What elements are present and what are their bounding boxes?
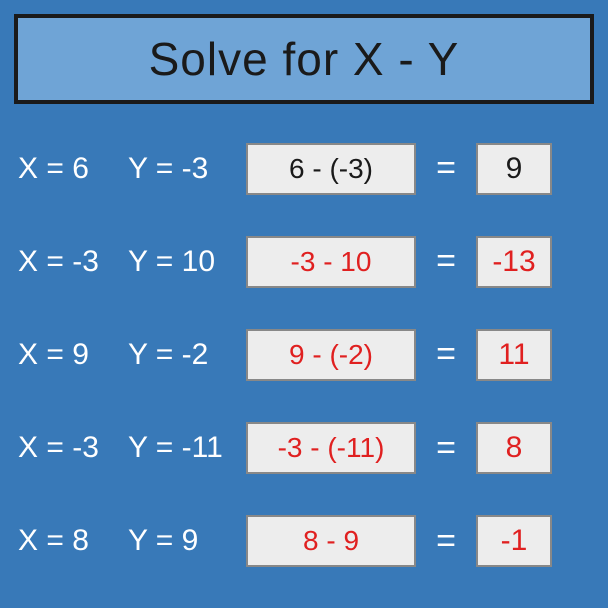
problem-row: X = 8 Y = 9 8 - 9 = -1 [18,509,590,573]
problem-row: X = -3 Y = -11 -3 - (-11) = 8 [18,416,590,480]
result-box: -13 [476,236,552,288]
expression-box: 8 - 9 [246,515,416,567]
problem-row: X = 9 Y = -2 9 - (-2) = 11 [18,323,590,387]
equals-sign: = [416,522,476,561]
y-value: Y = 10 [128,245,246,279]
problem-row: X = -3 Y = 10 -3 - 10 = -13 [18,230,590,294]
problem-row: X = 6 Y = -3 6 - (-3) = 9 [18,137,590,201]
page-title: Solve for X - Y [18,32,590,86]
x-value: X = 8 [18,524,128,558]
expression-box: -3 - 10 [246,236,416,288]
result-box: 9 [476,143,552,195]
title-bar: Solve for X - Y [14,14,594,104]
equals-sign: = [416,242,476,281]
problem-rows: X = 6 Y = -3 6 - (-3) = 9 X = -3 Y = 10 … [0,122,608,608]
y-value: Y = -11 [128,431,246,465]
x-value: X = 6 [18,152,128,186]
x-value: X = 9 [18,338,128,372]
result-box: 8 [476,422,552,474]
x-value: X = -3 [18,245,128,279]
equals-sign: = [416,149,476,188]
result-box: 11 [476,329,552,381]
x-value: X = -3 [18,431,128,465]
equals-sign: = [416,335,476,374]
expression-box: 6 - (-3) [246,143,416,195]
y-value: Y = -2 [128,338,246,372]
y-value: Y = -3 [128,152,246,186]
equals-sign: = [416,429,476,468]
expression-box: 9 - (-2) [246,329,416,381]
y-value: Y = 9 [128,524,246,558]
result-box: -1 [476,515,552,567]
expression-box: -3 - (-11) [246,422,416,474]
